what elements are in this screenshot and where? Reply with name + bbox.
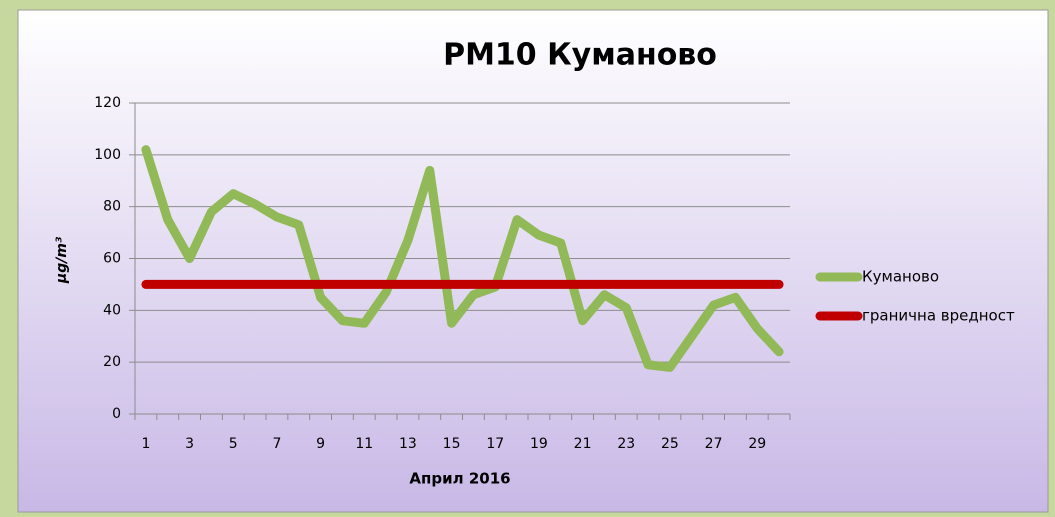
chart-title: PM10 Куманово (443, 38, 717, 73)
data-line (141, 145, 784, 372)
x-tick-label: 27 (705, 436, 723, 452)
x-tick-label: 17 (486, 436, 504, 452)
x-tick-label: 15 (443, 436, 461, 452)
x-tick-label: 3 (185, 436, 194, 452)
x-tick-label: 1 (141, 436, 150, 452)
x-tick-label: 7 (272, 436, 281, 452)
x-tick-label: 19 (530, 436, 548, 452)
legend-label: Куманово (862, 268, 939, 286)
y-tick-label: 120 (94, 95, 121, 111)
y-axis-label: µg/m³ (54, 237, 70, 284)
y-tick-label: 100 (94, 147, 121, 163)
x-tick-label: 9 (316, 436, 325, 452)
x-tick-label: 25 (661, 436, 679, 452)
x-tick-label: 5 (229, 436, 238, 452)
x-tick-label: 13 (399, 436, 417, 452)
y-tick-label: 0 (112, 406, 121, 422)
x-tick-label: 11 (355, 436, 373, 452)
y-tick-label: 20 (103, 354, 121, 370)
x-tick-label: 21 (574, 436, 592, 452)
x-axis-label: Април 2016 (409, 470, 510, 488)
y-tick-label: 80 (103, 199, 121, 215)
x-tick-label: 23 (617, 436, 635, 452)
x-tick-label: 29 (748, 436, 766, 452)
legend-label: гранична вредност (862, 307, 1015, 325)
y-tick-label: 40 (103, 302, 121, 318)
y-tick-label: 60 (103, 251, 121, 267)
